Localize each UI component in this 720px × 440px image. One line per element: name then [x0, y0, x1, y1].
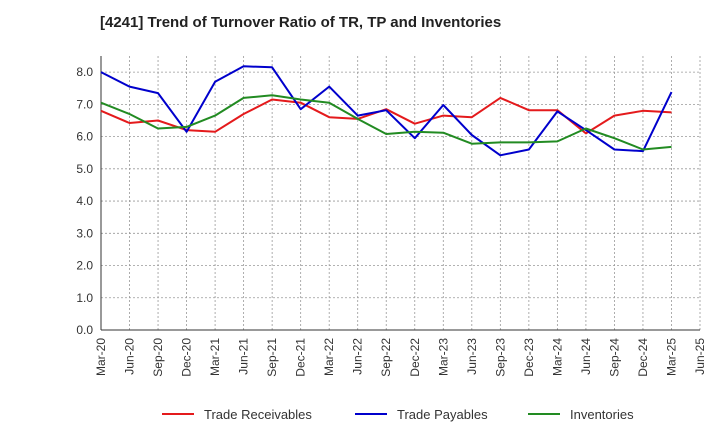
y-tick-label: 7.0: [76, 97, 93, 111]
x-tick-label: Dec-24: [636, 338, 650, 377]
x-tick-label: Jun-22: [351, 338, 365, 375]
legend-label-inventories: Inventories: [570, 407, 634, 422]
x-tick-label: Jun-25: [693, 338, 707, 375]
grid-layer: [100, 56, 701, 331]
x-tick-label: Mar-22: [322, 338, 336, 376]
y-tick-label: 4.0: [76, 194, 93, 208]
legend-label-trade-payables: Trade Payables: [397, 407, 488, 422]
x-tick-label: Mar-21: [208, 338, 222, 376]
y-tick-label: 5.0: [76, 162, 93, 176]
y-tick-label: 0.0: [76, 323, 93, 337]
axis-layer: 0.0 1.0 2.0 3.0 4.0 5.0 6.0 7.0 8.0 Mar-20 Jun-20 S…: [76, 56, 707, 377]
x-tick-label: Mar-20: [94, 338, 108, 376]
chart-title: [4241] Trend of Turnover Ratio of TR, TP…: [100, 14, 502, 31]
x-tick-label: Sep-21: [265, 338, 279, 377]
y-tick-label: 8.0: [76, 65, 93, 79]
x-tick-label: Jun-23: [465, 338, 479, 375]
x-tick-label: Mar-24: [550, 338, 564, 376]
y-tick-label: 6.0: [76, 130, 93, 144]
x-tick-label: Dec-23: [522, 338, 536, 377]
x-tick-label: Mar-23: [436, 338, 450, 376]
x-tick-label: Dec-21: [294, 338, 308, 377]
x-tick-label: Dec-20: [180, 338, 194, 377]
y-tick-label: 1.0: [76, 291, 93, 305]
legend: Trade Receivables Trade Payables Inventori…: [162, 407, 634, 422]
x-tick-label: Sep-24: [607, 338, 621, 377]
x-tick-label: Sep-20: [151, 338, 165, 377]
x-tick-label: Jun-21: [237, 338, 251, 375]
series-line-inventories: [100, 94, 672, 151]
y-tick-label: 3.0: [76, 226, 93, 240]
x-tick-label: Jun-24: [579, 338, 593, 375]
x-tick-label: Mar-25: [664, 338, 678, 376]
legend-label-trade-receivables: Trade Receivables: [204, 407, 312, 422]
series-layer: [100, 65, 673, 157]
series-line-trade-payables: [100, 65, 673, 157]
x-tick-label: Dec-22: [408, 338, 422, 377]
x-tick-label: Jun-20: [123, 338, 137, 375]
x-tick-label: Sep-23: [493, 338, 507, 377]
y-tick-label: 2.0: [76, 259, 93, 273]
x-tick-label: Sep-22: [379, 338, 393, 377]
